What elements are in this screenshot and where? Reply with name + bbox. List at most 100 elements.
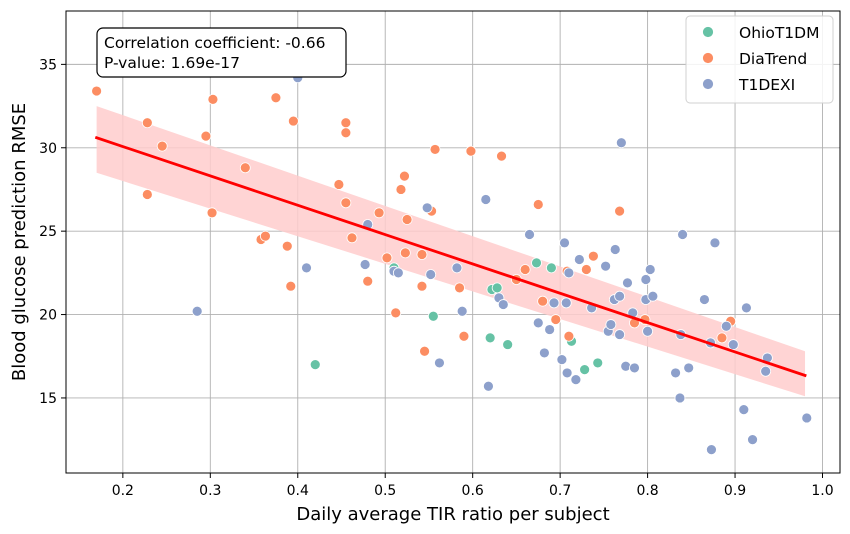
confidence-band-group <box>96 106 806 397</box>
regression-line <box>94 135 807 378</box>
point-t1dexi <box>559 237 570 249</box>
point-t1dexi <box>451 262 463 274</box>
point-t1dexi <box>727 339 739 350</box>
annotation-box-frame <box>96 27 347 78</box>
point-diatrend <box>207 93 219 105</box>
point-t1dexi <box>622 277 633 289</box>
x-tick-label: 0.3 <box>199 483 221 499</box>
point-diatrend <box>399 247 411 259</box>
point-diatrend <box>458 330 470 342</box>
point-diatrend <box>587 250 599 262</box>
point-t1dexi <box>706 444 717 456</box>
point-diatrend <box>401 214 413 225</box>
correlation-coefficient-text: Correlation coefficient: -0.66 <box>104 34 325 52</box>
point-diatrend <box>287 115 299 127</box>
legend-label-diatrend: DiaTrend <box>739 50 807 68</box>
point-t1dexi <box>647 290 659 302</box>
legend-label-ohiot1dm: OhioT1DM <box>739 24 819 42</box>
point-diatrend <box>716 332 728 344</box>
point-diatrend <box>580 264 592 275</box>
point-t1dexi <box>620 360 632 372</box>
confidence-band <box>96 106 806 397</box>
point-t1dexi <box>738 404 750 416</box>
point-ohiot1dm <box>502 339 514 350</box>
point-diatrend <box>260 230 271 242</box>
point-diatrend <box>532 199 544 210</box>
point-t1dexi <box>614 290 626 302</box>
point-t1dexi <box>359 259 371 270</box>
p-value-text: P-value: 1.69e-17 <box>104 54 240 72</box>
point-diatrend <box>429 144 441 155</box>
y-axis-label: Blood glucose prediction RMSE <box>9 103 30 381</box>
point-ohiot1dm <box>309 359 321 370</box>
x-tick-label: 0.9 <box>724 483 746 499</box>
point-diatrend <box>563 330 575 342</box>
point-diatrend <box>340 197 352 209</box>
point-diatrend <box>340 117 352 129</box>
point-t1dexi <box>629 362 640 374</box>
point-diatrend <box>465 145 477 157</box>
plot-frame <box>65 10 841 474</box>
point-ohiot1dm <box>427 310 439 322</box>
point-t1dexi <box>301 262 312 274</box>
point-diatrend <box>346 232 358 244</box>
point-t1dexi <box>747 434 758 446</box>
point-diatrend <box>496 150 507 162</box>
point-diatrend <box>333 179 345 190</box>
legend-marker-diatrend <box>702 52 714 64</box>
y-tick-label: 25 <box>39 224 57 240</box>
point-diatrend <box>200 130 212 142</box>
point-t1dexi <box>760 365 772 377</box>
x-tick-label: 0.6 <box>462 483 484 499</box>
point-diatrend <box>419 345 430 357</box>
point-ohiot1dm <box>592 357 604 369</box>
point-diatrend <box>416 280 428 292</box>
regression-line-group <box>94 135 807 378</box>
legend-marker-t1dexi <box>702 78 714 90</box>
point-t1dexi <box>538 347 550 359</box>
point-t1dexi <box>456 305 468 317</box>
point-diatrend <box>141 189 153 200</box>
point-diatrend <box>373 207 385 219</box>
point-diatrend <box>416 249 428 260</box>
point-diatrend <box>206 207 218 219</box>
point-diatrend <box>340 127 352 139</box>
x-tick-label: 1.0 <box>811 483 833 499</box>
point-diatrend <box>141 117 153 129</box>
point-diatrend <box>390 307 402 319</box>
x-axis-label: Daily average TIR ratio per subject <box>296 504 609 525</box>
point-diatrend <box>381 252 393 264</box>
point-t1dexi <box>609 244 621 255</box>
point-t1dexi <box>548 297 560 309</box>
point-diatrend <box>91 85 103 97</box>
x-tick-label: 0.7 <box>549 483 571 499</box>
x-tick-label: 0.8 <box>636 483 658 499</box>
point-diatrend <box>281 240 293 252</box>
point-t1dexi <box>421 202 433 214</box>
legend-marker-ohiot1dm <box>702 26 714 38</box>
point-t1dexi <box>642 325 653 337</box>
point-ohiot1dm <box>484 332 496 344</box>
point-t1dexi <box>532 317 544 329</box>
point-diatrend <box>614 205 626 217</box>
point-ohiot1dm <box>531 257 542 269</box>
point-t1dexi <box>683 362 695 374</box>
correlation-annotation: Correlation coefficient: -0.66 P-value: … <box>96 27 347 78</box>
point-diatrend <box>550 314 562 325</box>
point-t1dexi <box>741 302 752 314</box>
point-t1dexi <box>570 374 582 385</box>
axis-ticks: 0.2 0.3 0.4 0.5 0.6 0.7 0.8 0.9 1.0 15 20 25 30 35 <box>39 57 833 499</box>
x-tick-label: 0.2 <box>112 483 134 499</box>
point-t1dexi <box>497 299 509 310</box>
point-t1dexi <box>801 412 813 424</box>
point-t1dexi <box>670 367 681 379</box>
point-diatrend <box>399 170 410 182</box>
point-t1dexi <box>709 237 721 249</box>
legend-frame <box>685 15 834 104</box>
point-ohiot1dm <box>545 262 557 274</box>
point-t1dexi <box>434 357 445 369</box>
point-t1dexi <box>605 319 617 330</box>
point-t1dexi <box>556 354 568 365</box>
point-t1dexi <box>720 320 732 332</box>
